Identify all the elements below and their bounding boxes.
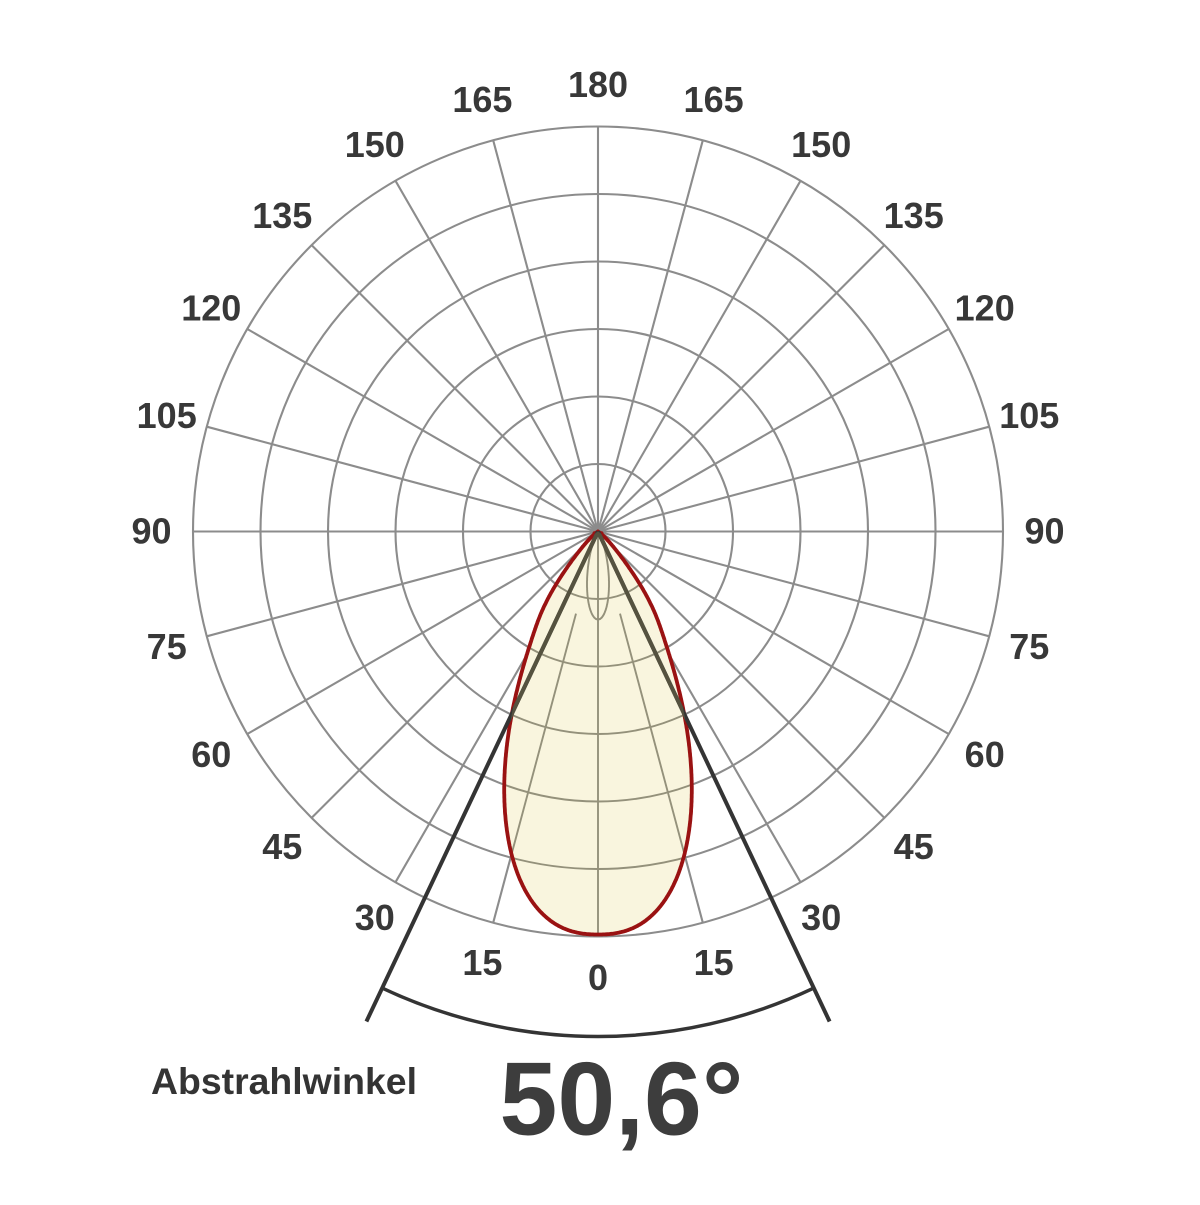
svg-text:135: 135	[252, 195, 312, 236]
svg-text:75: 75	[1009, 626, 1049, 667]
svg-text:90: 90	[131, 511, 171, 552]
svg-text:105: 105	[137, 395, 197, 436]
svg-text:60: 60	[965, 734, 1005, 775]
svg-text:30: 30	[801, 897, 841, 938]
svg-text:0: 0	[588, 957, 608, 998]
svg-text:120: 120	[955, 287, 1015, 328]
svg-text:150: 150	[345, 124, 405, 165]
svg-text:45: 45	[894, 826, 934, 867]
svg-text:180: 180	[568, 64, 628, 105]
svg-text:120: 120	[181, 287, 241, 328]
svg-text:165: 165	[452, 79, 512, 120]
svg-text:15: 15	[462, 942, 502, 983]
svg-text:105: 105	[999, 395, 1059, 436]
svg-text:150: 150	[791, 124, 851, 165]
svg-text:75: 75	[147, 626, 187, 667]
svg-text:90: 90	[1024, 511, 1064, 552]
svg-text:Abstrahlwinkel: Abstrahlwinkel	[151, 1060, 417, 1102]
svg-text:135: 135	[884, 195, 944, 236]
svg-text:30: 30	[355, 897, 395, 938]
svg-text:15: 15	[694, 942, 734, 983]
svg-text:60: 60	[191, 734, 231, 775]
svg-text:45: 45	[262, 826, 302, 867]
svg-text:50,6°: 50,6°	[499, 1042, 743, 1158]
svg-text:165: 165	[684, 79, 744, 120]
